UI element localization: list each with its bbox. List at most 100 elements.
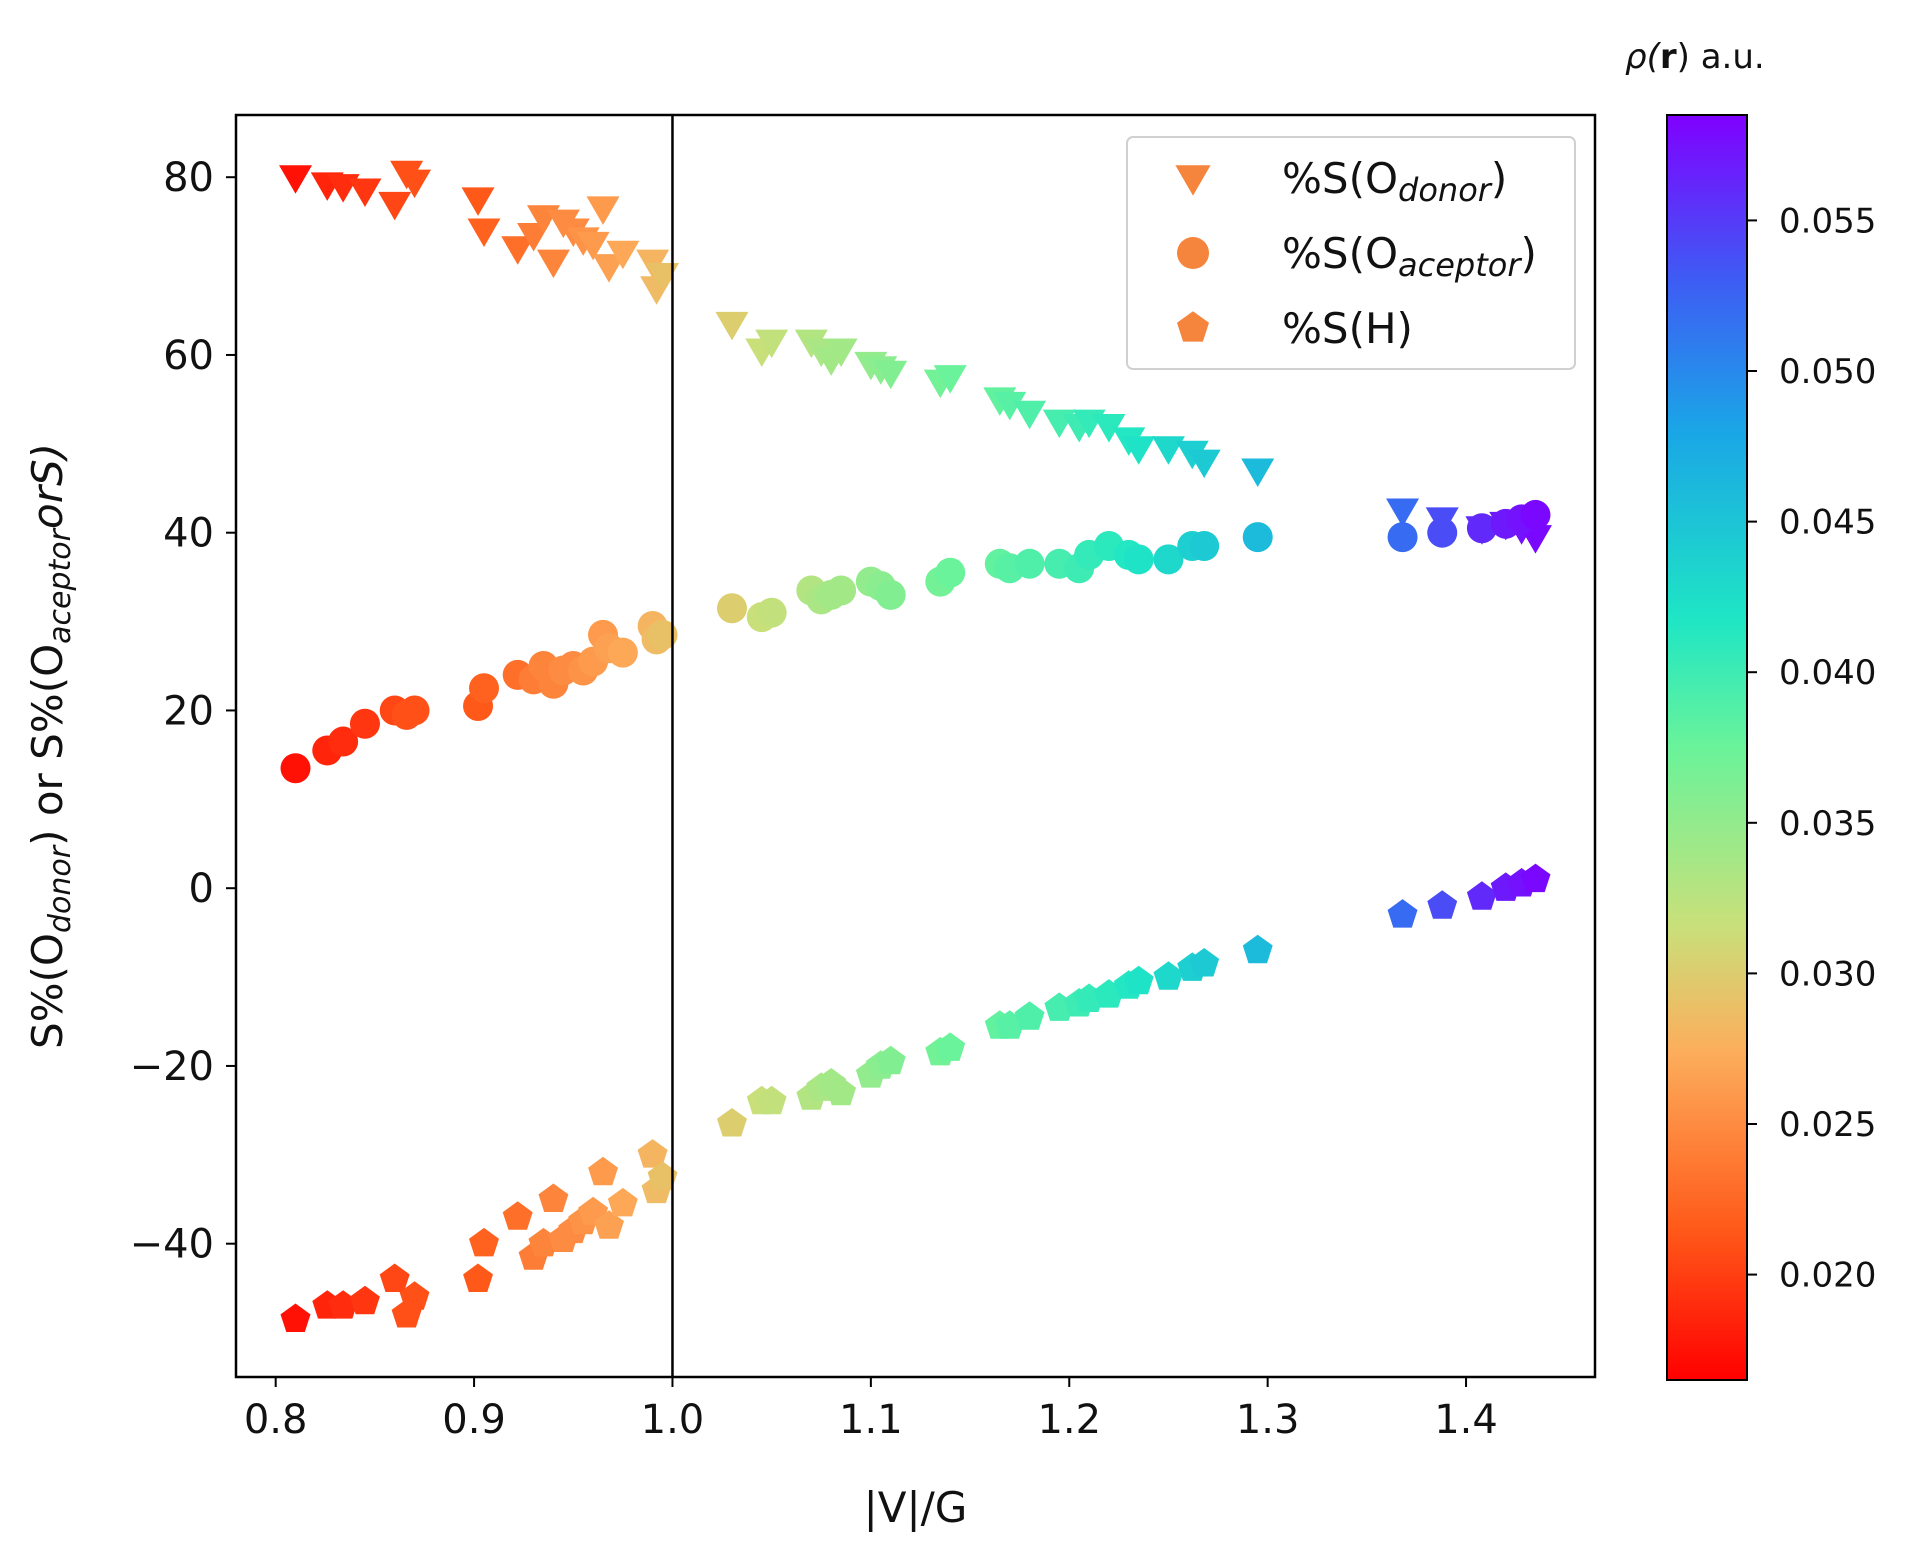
x-tick-label: 1.3 [1236, 1397, 1300, 1443]
donor-point [1241, 458, 1275, 487]
legend: %S(Odonor) %S(Oaceptor) %S(H) [1126, 136, 1576, 370]
aceptor-point [826, 575, 857, 606]
h-point [1123, 965, 1154, 995]
x-tick-label: 1.0 [641, 1397, 705, 1443]
h-point [717, 1108, 747, 1137]
aceptor-point [875, 579, 906, 610]
h-point [379, 1263, 410, 1292]
donor-point [378, 191, 412, 221]
donor-point [348, 178, 382, 208]
donor-point [461, 187, 495, 216]
donor-point [646, 262, 680, 292]
series-aceptor [280, 499, 1551, 784]
colorbar-gradient [1666, 114, 1748, 1381]
h-point [1520, 863, 1551, 893]
h-point [756, 1085, 787, 1115]
h-point [1427, 890, 1458, 919]
h-point [935, 1032, 966, 1061]
aceptor-point [468, 673, 499, 704]
aceptor-point [1123, 544, 1154, 575]
colorbar-tick-label: 0.030 [1779, 954, 1876, 994]
aceptor-point [1189, 531, 1220, 562]
h-point [647, 1161, 678, 1190]
donor-point [933, 365, 967, 394]
donor-point [606, 240, 640, 270]
donor-point [279, 165, 313, 194]
legend-marker-donor [1175, 165, 1211, 196]
legend-label-donor: %S(Odonor) [1282, 154, 1507, 209]
h-point [588, 1156, 618, 1186]
h-point [1014, 1001, 1045, 1030]
colorbar-tick-label: 0.055 [1779, 201, 1876, 241]
h-point [1153, 961, 1184, 990]
h-point [1466, 881, 1497, 910]
donor-point [824, 338, 858, 368]
series-donor [279, 160, 1552, 554]
colorbar-tick-label: 0.050 [1779, 352, 1876, 392]
aceptor-point [716, 593, 747, 624]
donor-point [467, 218, 501, 248]
aceptor-point [1242, 522, 1273, 553]
h-point [607, 1187, 638, 1217]
x-tick-label: 1.4 [1434, 1397, 1498, 1443]
y-tick-label: 40 [163, 511, 214, 557]
y-tick-label: 60 [163, 333, 214, 379]
y-tick-label: 20 [163, 688, 214, 734]
colorbar-tick-label: 0.020 [1779, 1256, 1876, 1296]
h-point [875, 1045, 906, 1075]
aceptor-point [1387, 522, 1418, 553]
aceptor-point [328, 726, 359, 757]
series-h [280, 863, 1551, 1332]
h-point [399, 1281, 430, 1310]
legend-marker-h [1177, 311, 1209, 342]
aceptor-point [647, 619, 678, 650]
x-tick-label: 0.8 [244, 1397, 308, 1443]
donor-point [755, 329, 789, 359]
h-point [594, 1210, 624, 1239]
h-point [469, 1227, 499, 1257]
donor-point [715, 311, 749, 341]
h-point [350, 1285, 380, 1315]
aceptor-point [756, 597, 787, 628]
y-tick-label: 80 [163, 155, 214, 201]
donor-point [576, 231, 610, 261]
donor-point [586, 196, 620, 225]
aceptor-point [349, 708, 380, 739]
donor-point [1092, 414, 1126, 443]
aceptor-point [1014, 548, 1045, 579]
aceptor-point [1466, 513, 1497, 544]
donor-point [874, 360, 908, 390]
h-point [826, 1076, 857, 1106]
y-tick-label: −40 [130, 1222, 214, 1268]
legend-label-h: %S(H) [1282, 304, 1413, 353]
h-point [502, 1201, 533, 1230]
aceptor-point [1153, 544, 1184, 575]
legend-marker-aceptor [1177, 237, 1209, 269]
y-axis-label: S%(Odonor) or S%(OaceptororS) [23, 443, 78, 1049]
h-point [1387, 899, 1418, 928]
x-tick-label: 1.1 [839, 1397, 903, 1443]
aceptor-point [607, 637, 638, 668]
donor-point [592, 254, 626, 283]
h-point [637, 1139, 668, 1168]
donor-point [1122, 436, 1156, 465]
legend-label-aceptor: %S(Oaceptor) [1282, 229, 1537, 284]
colorbar-tick-label: 0.025 [1779, 1105, 1876, 1145]
colorbar-tick-label: 0.035 [1779, 804, 1876, 844]
donor-point [501, 236, 535, 265]
y-tick-label: 0 [189, 866, 214, 912]
y-tick-label: −20 [130, 1044, 214, 1090]
x-axis-label: |V|/G [864, 1483, 968, 1532]
colorbar-tick-label: 0.045 [1779, 503, 1876, 543]
aceptor-point [935, 557, 966, 588]
donor-point [1013, 400, 1047, 430]
colorbar: 0.020 0.025 0.030 0.035 0.040 0.045 0.050 0.055… [1625, 37, 1876, 1381]
aceptor-point [1520, 499, 1551, 530]
colorbar-tick-label: 0.040 [1779, 653, 1876, 693]
aceptor-point [1427, 517, 1458, 548]
h-point [538, 1183, 569, 1212]
donor-point [1151, 436, 1185, 465]
donor-point [398, 169, 432, 199]
donor-point [1386, 498, 1420, 527]
